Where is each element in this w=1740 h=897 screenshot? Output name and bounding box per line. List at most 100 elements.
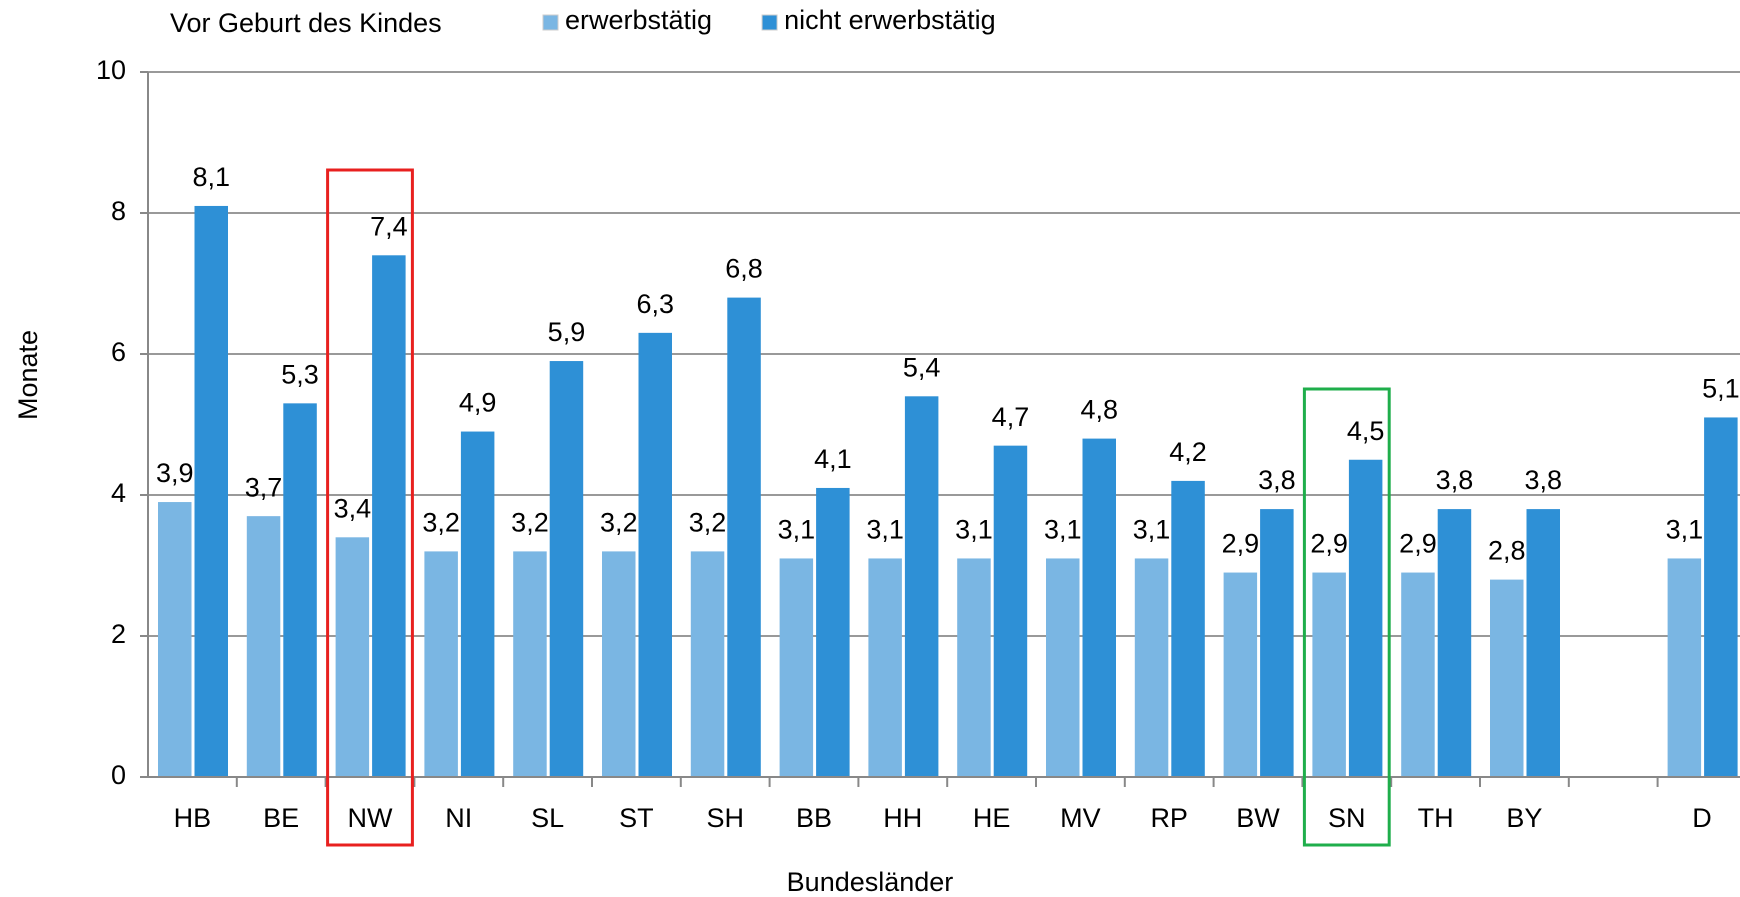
y-tick-label: 10 (96, 55, 126, 85)
value-label: 6,8 (725, 254, 763, 284)
value-label: 3,8 (1436, 465, 1474, 495)
bar (1490, 579, 1524, 777)
bar (1401, 572, 1435, 777)
x-tick-label: NW (348, 803, 393, 833)
bar (1437, 509, 1472, 777)
value-label: 3,2 (689, 508, 727, 538)
x-tick-label: MV (1060, 803, 1101, 833)
x-tick-label: HE (973, 803, 1011, 833)
value-label: 4,8 (1080, 395, 1118, 425)
value-label: 4,7 (992, 402, 1030, 432)
legend-title: Vor Geburt des Kindes (170, 8, 442, 38)
bar (868, 558, 902, 777)
value-label: 5,1 (1702, 374, 1740, 404)
value-label: 3,8 (1524, 465, 1562, 495)
value-label: 3,1 (955, 515, 993, 545)
bar (1312, 572, 1346, 777)
bar (335, 537, 370, 777)
bar (1348, 459, 1383, 777)
bar (246, 516, 281, 777)
bar (638, 332, 672, 777)
bar (1526, 509, 1560, 777)
value-label: 3,4 (334, 493, 372, 523)
value-label: 4,5 (1347, 416, 1385, 446)
y-tick-label: 6 (111, 337, 126, 367)
bar (1171, 480, 1205, 777)
y-axis-title: Monate (13, 330, 43, 420)
value-label: 3,9 (156, 458, 194, 488)
value-label: 4,9 (459, 388, 497, 418)
bar (460, 431, 495, 777)
x-tick-label: SN (1328, 803, 1366, 833)
value-label: 3,1 (778, 515, 816, 545)
bar (727, 297, 761, 777)
value-label: 2,9 (1222, 529, 1260, 559)
value-label: 6,3 (636, 289, 674, 319)
legend-label: erwerbstätig (565, 5, 712, 35)
bar (513, 551, 547, 777)
bar (1260, 509, 1294, 777)
bar (1667, 558, 1702, 777)
x-tick-label: D (1692, 803, 1712, 833)
x-tick-label: NI (445, 803, 472, 833)
highlight-box (1302, 387, 1391, 847)
bar (993, 445, 1028, 777)
value-label: 3,1 (1133, 515, 1171, 545)
value-label: 2,8 (1488, 536, 1526, 566)
x-tick-label: HH (883, 803, 922, 833)
bar (158, 502, 192, 777)
value-label: 4,2 (1169, 437, 1207, 467)
bar (1082, 438, 1116, 777)
y-tick-label: 0 (111, 760, 126, 790)
value-label: 5,9 (548, 317, 586, 347)
value-label: 2,9 (1310, 529, 1348, 559)
bar (779, 558, 814, 777)
value-label: 3,2 (511, 508, 549, 538)
y-tick-label: 4 (111, 478, 126, 508)
bar (1223, 572, 1258, 777)
y-tick-label: 8 (111, 196, 126, 226)
bar (549, 361, 584, 777)
value-label: 3,1 (866, 515, 904, 545)
value-label: 5,4 (903, 352, 941, 382)
value-label: 4,1 (814, 444, 852, 474)
bar (690, 551, 725, 777)
bar (283, 403, 317, 777)
bar (602, 551, 636, 777)
bar (372, 255, 406, 778)
legend-label: nicht erwerbstätig (784, 5, 996, 35)
x-tick-label: TH (1418, 803, 1454, 833)
x-tick-label: BY (1506, 803, 1542, 833)
value-label: 3,8 (1258, 465, 1296, 495)
bar (1046, 558, 1080, 777)
value-label: 3,2 (422, 508, 460, 538)
bar (957, 558, 991, 777)
x-tick-label: RP (1150, 803, 1188, 833)
x-tick-label: BB (796, 803, 832, 833)
legend-swatch (761, 14, 778, 31)
highlight-box (326, 168, 414, 847)
value-label: 5,3 (281, 359, 319, 389)
value-label: 3,2 (600, 508, 638, 538)
value-label: 3,1 (1666, 515, 1704, 545)
bar (904, 396, 939, 777)
y-tick-label: 2 (111, 619, 126, 649)
x-tick-label: SL (531, 803, 564, 833)
bar (1134, 558, 1169, 777)
bar (424, 551, 458, 777)
value-label: 7,4 (370, 211, 408, 241)
value-label: 3,7 (245, 472, 283, 502)
legend-swatch (542, 14, 559, 31)
x-tick-label: BE (263, 803, 299, 833)
value-label: 8,1 (192, 162, 230, 192)
x-tick-label: ST (619, 803, 654, 833)
x-tick-label: BW (1236, 803, 1280, 833)
bar (194, 205, 228, 777)
bar (816, 487, 850, 777)
value-label: 2,9 (1399, 529, 1437, 559)
x-tick-label: HB (174, 803, 212, 833)
bar (1704, 417, 1738, 777)
value-label: 3,1 (1044, 515, 1082, 545)
x-tick-label: SH (706, 803, 744, 833)
